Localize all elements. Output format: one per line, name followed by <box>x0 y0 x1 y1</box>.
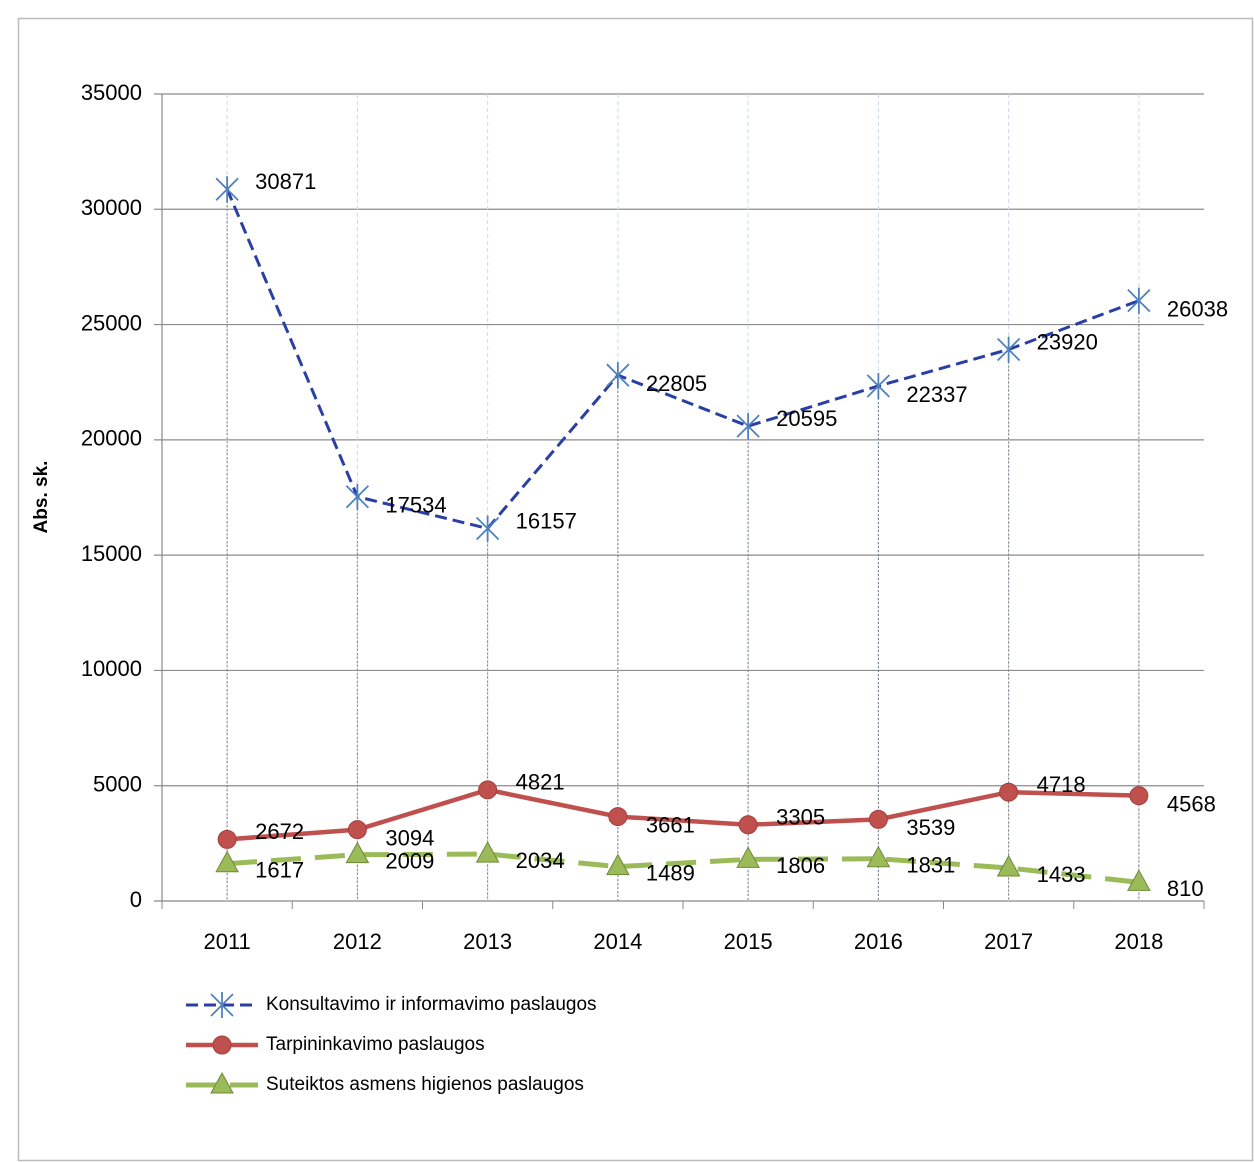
marker <box>215 176 239 203</box>
marker <box>996 336 1021 363</box>
data-label: 30871 <box>255 169 316 194</box>
data-label: 2672 <box>255 819 304 844</box>
x-tick-label: 2011 <box>203 929 250 954</box>
series-line <box>226 851 1140 885</box>
marker <box>347 820 367 840</box>
y-tick-label: 20000 <box>81 426 142 451</box>
y-tick-label: 10000 <box>81 656 142 681</box>
x-tick-label: 2018 <box>1114 929 1163 954</box>
legend-label: Konsultavimo ir informavimo paslaugos <box>266 994 597 1015</box>
y-tick-label: 15000 <box>81 541 142 566</box>
marker <box>608 807 628 827</box>
series-line <box>226 787 1139 842</box>
data-label: 2034 <box>516 848 565 873</box>
legend-label: Tarpininkavimo paslaugos <box>266 1034 485 1055</box>
marker <box>606 362 630 389</box>
marker <box>210 992 234 1018</box>
data-label: 810 <box>1167 876 1204 901</box>
marker <box>736 413 760 440</box>
data-label: 23920 <box>1037 329 1098 354</box>
marker <box>475 515 500 542</box>
data-label: 4821 <box>516 770 565 795</box>
marker <box>736 846 760 868</box>
data-label: 22805 <box>646 371 707 396</box>
data-label: 1617 <box>255 858 304 883</box>
series-line <box>225 188 1140 531</box>
y-axis-title: Abs. sk. <box>31 461 52 534</box>
chart-frame <box>17 17 1254 1162</box>
y-tick-label: 30000 <box>81 195 142 220</box>
marker <box>345 483 370 510</box>
marker <box>866 845 891 868</box>
marker <box>478 780 498 800</box>
data-label: 20595 <box>776 406 837 431</box>
marker <box>738 815 758 835</box>
data-label: 22337 <box>906 382 967 407</box>
marker <box>866 372 891 399</box>
x-tick-label: 2013 <box>463 929 512 954</box>
data-label: 1489 <box>646 860 695 885</box>
y-tick-label: 25000 <box>81 310 142 335</box>
marker <box>212 1035 232 1055</box>
x-tick-label: 2012 <box>333 929 382 954</box>
data-label: 1806 <box>776 853 825 878</box>
data-label: 16157 <box>516 508 577 533</box>
data-label: 2009 <box>385 848 434 873</box>
marker <box>996 854 1021 877</box>
marker <box>215 850 239 873</box>
x-tick-label: 2016 <box>854 929 903 954</box>
marker <box>606 853 630 876</box>
data-label: 3661 <box>646 812 695 837</box>
marker <box>1127 287 1151 314</box>
data-label: 3305 <box>776 805 825 830</box>
marker <box>999 782 1019 802</box>
x-tick-label: 2017 <box>984 929 1033 954</box>
y-tick-label: 0 <box>130 887 142 912</box>
data-label: 4718 <box>1037 772 1086 797</box>
data-label: 3539 <box>906 815 955 840</box>
data-label: 3094 <box>385 825 434 850</box>
y-tick-label: 35000 <box>81 80 142 105</box>
legend-label: Suteiktos asmens higienos paslaugos <box>266 1074 584 1095</box>
marker <box>217 829 237 849</box>
marker <box>475 841 500 863</box>
x-tick-label: 2015 <box>724 929 773 954</box>
marker <box>210 1071 234 1094</box>
marker <box>868 809 888 829</box>
data-label: 4568 <box>1167 791 1216 816</box>
marker <box>345 841 370 864</box>
data-label: 17534 <box>385 493 446 518</box>
y-tick-label: 5000 <box>93 772 142 797</box>
data-label: 1433 <box>1037 862 1086 887</box>
data-label: 1831 <box>906 853 955 878</box>
marker <box>1129 786 1149 806</box>
x-tick-label: 2014 <box>593 929 642 954</box>
marker <box>1127 869 1151 891</box>
data-label: 26038 <box>1167 296 1228 321</box>
